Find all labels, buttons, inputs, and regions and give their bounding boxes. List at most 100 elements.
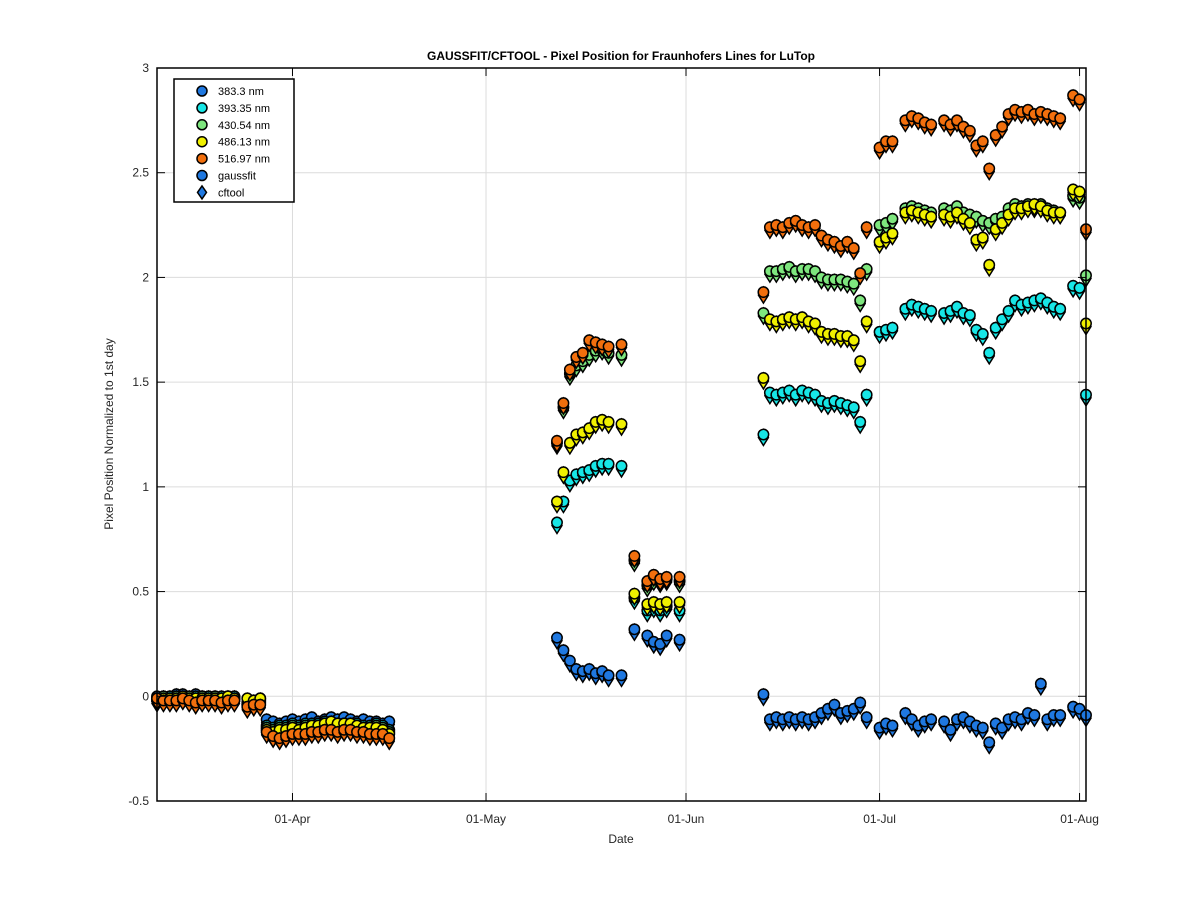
gaussfit-point [673,596,686,608]
gaussfit-point [809,219,821,232]
y-tick-label: 0 [142,689,149,703]
gaussfit-point [925,118,938,131]
gaussfit-point [983,258,996,271]
gaussfit-point [854,267,867,280]
gaussfit-point [860,315,873,328]
gaussfit-point [673,633,686,646]
gaussfit-point [228,694,241,707]
legend-marker-circle [196,85,208,97]
gaussfit-point [602,340,615,353]
gaussfit-point [615,459,628,472]
y-tick-label: 0.5 [132,585,149,599]
gaussfit-point [254,698,267,711]
gaussfit-point [551,495,563,508]
gaussfit-point [551,434,563,447]
legend: 383.3 nm 393.35 nm 430.54 nm 486.13 nm 516.9… [173,78,295,203]
gaussfit-point [983,346,996,359]
legend-marker-circle [196,169,208,182]
legend-label: gaussfit [218,171,256,183]
gaussfit-point [983,162,996,175]
gaussfit-point [1054,206,1067,219]
gaussfit-point [1073,185,1086,198]
gaussfit-point [828,698,841,711]
gaussfit-point [976,231,989,244]
gaussfit-point [576,346,589,359]
gaussfit-point [854,415,867,428]
y-axis-label: Pixel Position Normalized to 1st day [102,338,116,529]
gaussfit-point [602,669,615,682]
x-tick-label: 01-Jul [863,812,896,826]
gaussfit-point [563,363,576,376]
gaussfit-point [860,388,873,401]
gaussfit-point [886,321,899,334]
gaussfit-point [757,428,770,441]
gaussfit-point [551,631,563,644]
gaussfit-point [925,210,938,223]
gaussfit-point [963,124,976,137]
legend-marker-diamond [196,184,208,201]
plot-frame [156,67,1087,802]
legend-marker-circle [196,135,208,148]
gaussfit-point [1002,304,1015,317]
gaussfit-point [557,644,570,657]
gaussfit-point [1054,112,1067,125]
gaussfit-point [847,242,860,255]
gaussfit-point [1054,709,1067,722]
gaussfit-point [615,418,628,430]
gaussfit-point [757,286,770,299]
x-axis-label: Date [608,832,634,846]
gaussfit-point [557,397,570,410]
gaussfit-point [628,550,641,562]
gaussfit-point [983,736,996,749]
legend-label: 516.97 nm [218,154,270,166]
gaussfit-point [1028,709,1041,722]
ticks: 01-Apr 01-May 01-Jun 01-Jul 01-Aug -0.5 0 0.5 1 1… [128,61,1099,826]
gaussfit-point [660,629,673,642]
gaussfit-point [854,294,867,307]
legend-label: 486.13 nm [218,137,270,149]
legend-marker-circle [196,152,208,165]
gaussfit-point [673,570,686,583]
y-tick-label: 2.5 [132,166,149,180]
gaussfit-point [1034,677,1047,690]
x-tick-label: 01-Jun [668,812,705,826]
gaussfit-point [996,120,1009,133]
gaussfit-point [860,711,873,724]
gaussfit-point [628,587,641,600]
gaussfit-point [1054,302,1067,315]
gaussfit-point [860,221,873,234]
gaussfit-point [847,401,860,414]
gaussfit-point [847,277,860,290]
gaussfit-point [847,334,860,347]
gaussfit-point [551,516,563,529]
gaussfit-point [886,212,899,225]
gaussfit-point [963,217,976,229]
legend-label: 393.35 nm [218,103,270,115]
y-tick-label: 1.5 [132,375,149,389]
gaussfit-point [925,304,938,317]
gaussfit-point [660,596,673,608]
gaussfit-point [660,570,673,583]
gaussfit-point [557,466,570,479]
x-tick-label: 01-Apr [274,812,310,826]
gaussfit-point [886,135,899,148]
legend-label: 383.3 nm [218,86,264,98]
x-tick-label: 01-May [466,812,506,826]
legend-label: cftool [218,187,244,199]
gaussfit-point [1073,93,1086,106]
gaussfit-point [925,713,938,726]
gaussfit-point [938,715,951,728]
legend-box [173,78,295,203]
gaussfit-point [615,669,628,682]
gaussfit-point [976,135,989,148]
gaussfit-point [757,372,770,384]
legend-label: 430.54 nm [218,120,270,132]
y-tick-label: -0.5 [128,794,149,808]
legend-marker-circle [196,102,208,114]
gaussfit-point [886,719,899,732]
gaussfit-point [854,355,867,368]
y-tick-label: 2 [142,270,149,284]
y-tick-label: 1 [142,480,149,494]
y-tick-label: 3 [142,61,149,75]
